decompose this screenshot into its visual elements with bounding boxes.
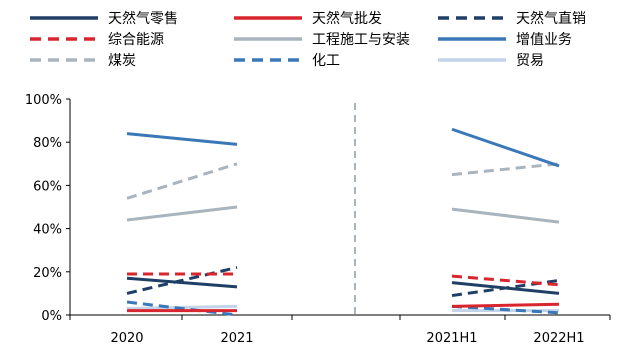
- series-5: [126, 127, 560, 168]
- series-0: [126, 276, 560, 295]
- series-7: [126, 300, 560, 317]
- series-lines: [126, 127, 560, 317]
- y-tick-label: 100%: [25, 93, 62, 108]
- x-axis: 2020 2021 2021H1 2022H1: [69, 314, 611, 346]
- series-4: [126, 205, 560, 224]
- legend-item: 增值业务: [438, 32, 572, 48]
- series-line-segment: [451, 302, 560, 308]
- series-6: [126, 162, 560, 200]
- series-line-segment: [126, 132, 238, 146]
- x-tick-label: 2021H1: [426, 331, 477, 346]
- y-tick-label: 60%: [33, 179, 62, 194]
- legend-label: 贸易: [516, 53, 544, 69]
- legend-item: 工程施工与安装: [234, 32, 410, 48]
- legend-label: 工程施工与安装: [312, 32, 410, 48]
- legend-label: 增值业务: [516, 32, 572, 48]
- x-tick-label: 2022H1: [533, 331, 584, 346]
- legend-item: 煤炭: [30, 53, 136, 69]
- legend-label: 综合能源: [108, 32, 164, 48]
- series-line-segment: [126, 266, 238, 295]
- x-tick-label: 2021: [220, 331, 253, 346]
- legend-item: 天然气批发: [234, 10, 382, 27]
- y-tick-label: 0%: [41, 309, 62, 324]
- legend-label: 天然气零售: [108, 10, 178, 27]
- y-tick-label: 20%: [33, 266, 62, 281]
- series-2: [126, 266, 560, 298]
- x-tick-label: 2020: [110, 331, 143, 346]
- y-tick-label: 80%: [33, 136, 62, 151]
- legend-item: 天然气零售: [30, 10, 178, 27]
- series-line-segment: [451, 281, 560, 295]
- legend-item: 天然气直销: [438, 10, 586, 27]
- series-1: [127, 302, 560, 313]
- series-line-segment: [451, 207, 560, 224]
- series-line-segment: [451, 274, 560, 287]
- series-line-segment: [126, 205, 238, 222]
- legend-item: 化工: [234, 53, 340, 69]
- legend-item: 贸易: [438, 53, 544, 69]
- legend-label: 天然气批发: [312, 10, 382, 27]
- legend-label: 煤炭: [108, 53, 136, 69]
- series-line-segment: [451, 162, 560, 177]
- series-3: [127, 272, 560, 287]
- legend-item: 综合能源: [30, 32, 164, 48]
- legend-label: 化工: [312, 53, 340, 69]
- series-line-segment: [126, 300, 238, 317]
- series-line-segment: [126, 276, 238, 289]
- y-axis: 0% 20% 40% 60% 80% 100%: [25, 93, 71, 324]
- series-line-segment: [451, 127, 560, 168]
- series-line-segment: [126, 162, 238, 200]
- legend-label: 天然气直销: [516, 10, 586, 27]
- y-tick-label: 40%: [33, 223, 62, 238]
